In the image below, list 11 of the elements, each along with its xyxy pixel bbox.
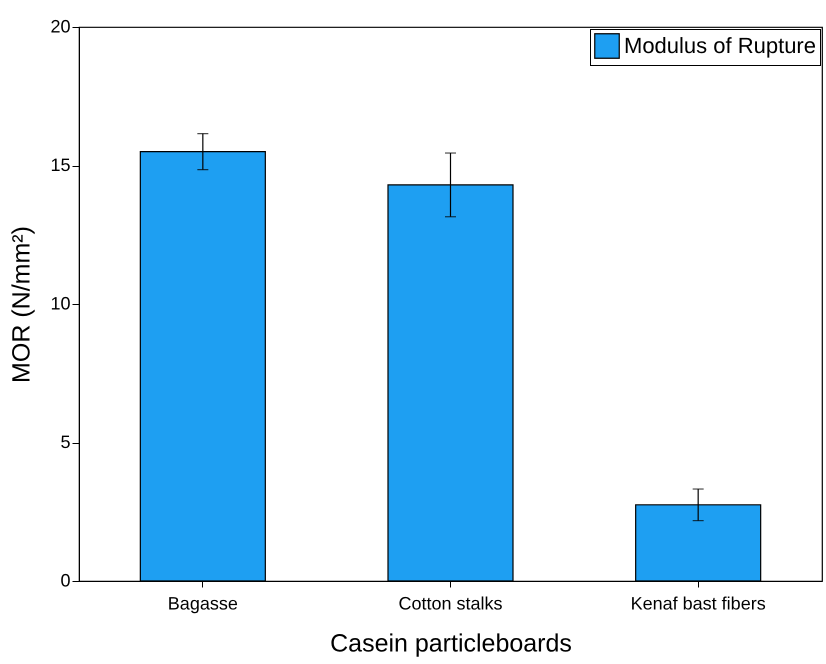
y-tick-label: 15 — [50, 155, 70, 175]
y-tick-label: 0 — [60, 570, 70, 590]
y-axis-title: MOR (N/mm²) — [7, 226, 36, 383]
x-tick-label: Cotton stalks — [398, 594, 503, 614]
x-axis-title: Casein particleboards — [330, 630, 572, 658]
x-tick-label: Kenaf bast fibers — [630, 594, 766, 614]
y-tick-label: 5 — [60, 432, 70, 452]
y-tick-label: 20 — [50, 16, 70, 36]
legend-label: Modulus of Rupture — [624, 33, 816, 58]
y-tick-label: 10 — [50, 294, 70, 314]
x-tick-label: Bagasse — [168, 594, 238, 614]
